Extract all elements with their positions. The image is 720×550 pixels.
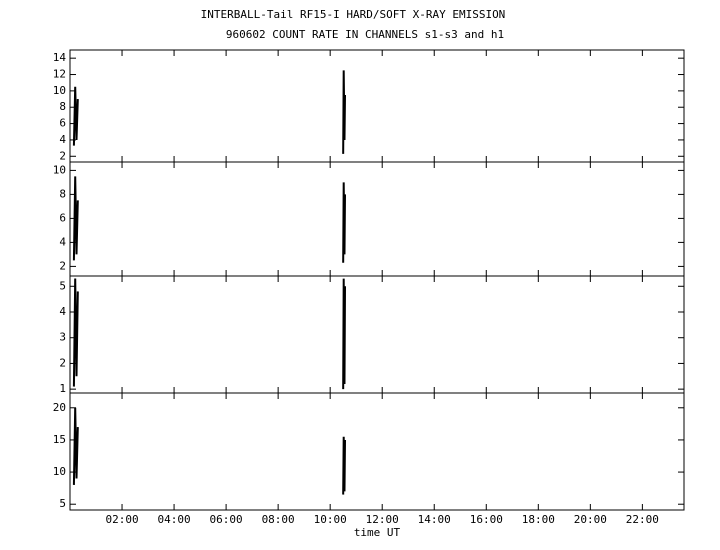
chart-subtitle: 960602 COUNT RATE IN CHANNELS s1-s3 and … [226,28,504,41]
panel-frame [69,275,685,394]
y-tick-label: 4 [59,305,66,318]
y-tick-label: 12 [53,68,66,81]
y-tick-label: 4 [59,133,66,146]
y-tick-label: 3 [59,331,66,344]
data-line [72,176,346,263]
y-tick-label: 8 [59,187,66,200]
y-tick-label: 5 [59,279,66,292]
y-tick-label: 10 [53,465,66,478]
x-tick-label: 08:00 [262,513,295,526]
data-line [72,407,346,495]
y-tick-label: 2 [59,356,66,369]
x-tick-label: 20:00 [574,513,607,526]
data-line [72,278,346,390]
x-tick-label: 22:00 [626,513,659,526]
y-tick-label: 2 [59,259,66,272]
x-tick-label: 04:00 [158,513,191,526]
y-tick-label: 10 [53,163,66,176]
x-tick-label: 12:00 [366,513,399,526]
y-tick-label: 15 [53,433,66,446]
x-tick-label: 10:00 [314,513,347,526]
x-tick-label: 18:00 [522,513,555,526]
chart-title: INTERBALL-Tail RF15-I HARD/SOFT X-RAY EM… [201,8,506,21]
y-tick-label: 8 [59,100,66,113]
y-tick-label: 6 [59,211,66,224]
y-tick-label: 20 [53,401,66,414]
y-tick-label: 1 [59,382,66,395]
y-tick-label: 6 [59,117,66,130]
y-tick-label: 2 [59,149,66,162]
y-tick-label: 4 [59,235,66,248]
panel-frame [69,392,685,511]
data-line [72,70,346,154]
y-tick-label: 10 [53,84,66,97]
x-tick-label: 06:00 [210,513,243,526]
x-tick-label: 14:00 [418,513,451,526]
panel-frame [69,49,685,163]
y-tick-label: 5 [59,497,66,510]
x-axis-label: time UT [354,526,401,539]
x-tick-label: 16:00 [470,513,503,526]
panel-frame [69,161,685,277]
x-tick-label: 02:00 [105,513,138,526]
y-tick-label: 14 [53,51,67,64]
